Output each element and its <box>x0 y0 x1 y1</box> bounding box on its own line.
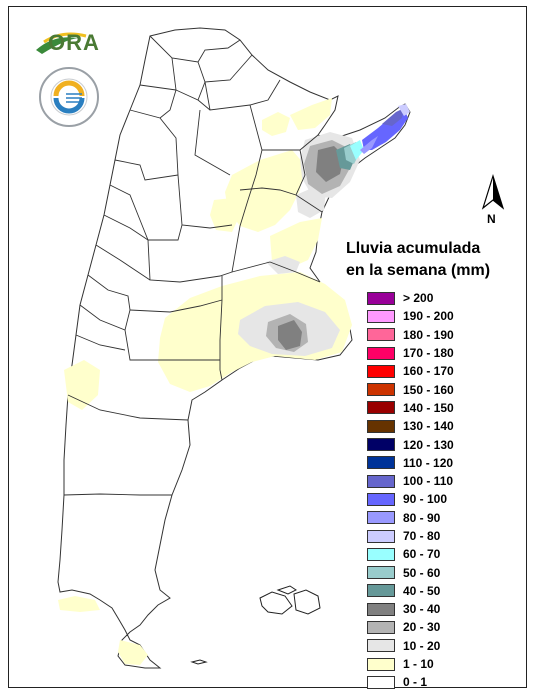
legend-label: 190 - 200 <box>403 309 454 324</box>
legend-label: 40 - 50 <box>403 583 441 598</box>
legend-label: 90 - 100 <box>403 492 448 507</box>
legend-label: 80 - 90 <box>403 510 441 525</box>
legend-swatch <box>367 364 395 378</box>
legend-title-line2: en la semana (mm) <box>346 262 491 279</box>
legend-title-line1: Lluvia acumulada <box>346 240 481 257</box>
legend-label: 10 - 20 <box>403 638 441 653</box>
legend-swatch <box>367 346 395 360</box>
legend-swatch <box>367 474 395 488</box>
legend-item: 180 - 190 <box>367 326 454 344</box>
legend-item: 70 - 80 <box>367 527 454 545</box>
rain-100-110-area <box>382 108 404 126</box>
province-boundaries <box>63 35 323 496</box>
legend-item: 60 - 70 <box>367 545 454 563</box>
legend-item: 40 - 50 <box>367 582 454 600</box>
falkland-islands <box>259 585 321 615</box>
legend-item: > 200 <box>367 289 454 307</box>
legend-label: 160 - 170 <box>403 364 454 379</box>
legend-item: 110 - 120 <box>367 454 454 472</box>
ora-logo-swoosh <box>36 32 87 54</box>
legend-item: 170 - 180 <box>367 344 454 362</box>
legend-swatch <box>367 547 395 561</box>
legend-label: 100 - 110 <box>403 474 454 489</box>
legend-swatch <box>367 584 395 598</box>
legend-item: 150 - 160 <box>367 380 454 398</box>
north-arrow-icon <box>481 174 505 210</box>
legend-swatch <box>367 383 395 397</box>
legend-swatch <box>367 492 395 506</box>
legend-label: 180 - 190 <box>403 327 454 342</box>
legend-label: 140 - 150 <box>403 400 454 415</box>
legend-label: > 200 <box>403 291 434 306</box>
legend-item: 130 - 140 <box>367 417 454 435</box>
legend-label: 120 - 130 <box>403 437 454 452</box>
legend-label: 170 - 180 <box>403 346 454 361</box>
legend-item: 160 - 170 <box>367 362 454 380</box>
legend-item: 90 - 100 <box>367 490 454 508</box>
legend-swatch <box>367 401 395 415</box>
legend-item: 20 - 30 <box>367 618 454 636</box>
legend-label: 50 - 60 <box>403 565 441 580</box>
legend-swatch <box>367 328 395 342</box>
north-label: N <box>487 212 496 226</box>
legend-title: Lluvia acumulada en la semana (mm) <box>346 238 490 282</box>
rain-70-80-area <box>398 104 410 116</box>
legend-label: 70 - 80 <box>403 529 441 543</box>
legend-swatch <box>367 291 395 305</box>
legend-item: 30 - 40 <box>367 600 454 618</box>
legend-swatch <box>367 657 395 671</box>
legend-swatch <box>367 438 395 452</box>
legend-swatch <box>367 419 395 433</box>
legend-swatch <box>367 309 395 323</box>
legend-swatch <box>367 456 395 470</box>
rain-60-70-area <box>350 140 364 160</box>
legend-swatch <box>367 511 395 525</box>
legend-swatch <box>367 602 395 616</box>
legend-label: 30 - 40 <box>403 602 441 617</box>
legend-item: 80 - 90 <box>367 509 454 527</box>
legend-item: 50 - 60 <box>367 563 454 581</box>
rain-30-40-areas <box>278 146 344 350</box>
legend-item: 10 - 20 <box>367 637 454 655</box>
legend-label: 60 - 70 <box>403 547 441 562</box>
legend-item: 100 - 110 <box>367 472 454 490</box>
legend-item: 0 - 1 <box>367 673 454 691</box>
legend-item: 120 - 130 <box>367 435 454 453</box>
legend-label: 110 - 120 <box>403 455 454 470</box>
legend-swatch <box>367 566 395 580</box>
staten-island <box>190 659 208 665</box>
rainfall-legend: > 200 190 - 200 180 - 190 170 - 180 160 - 17… <box>367 289 454 692</box>
legend-label: 1 - 10 <box>403 657 434 672</box>
ora-logo-text: ORA <box>48 30 100 55</box>
legend-swatch <box>367 639 395 653</box>
legend-label: 0 - 1 <box>403 675 428 690</box>
legend-swatch <box>367 620 395 634</box>
legend-item: 1 - 10 <box>367 655 454 673</box>
legend-label: 130 - 140 <box>403 419 454 434</box>
legend-item: 140 - 150 <box>367 399 454 417</box>
smn-seal-logo <box>39 67 99 127</box>
rain-80-90-area <box>360 136 378 154</box>
legend-item: 190 - 200 <box>367 307 454 325</box>
legend-label: 20 - 30 <box>403 620 441 635</box>
legend-label: 150 - 160 <box>403 382 454 397</box>
legend-swatch <box>367 529 395 543</box>
legend-swatch <box>367 675 395 689</box>
